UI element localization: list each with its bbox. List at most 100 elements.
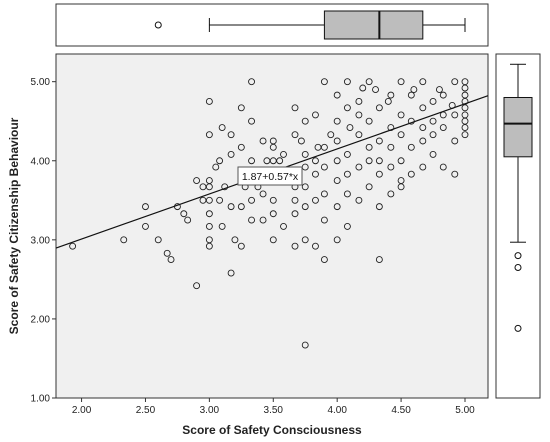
data-point — [218, 222, 226, 230]
right-box-outlier — [514, 264, 522, 272]
data-point — [365, 143, 373, 151]
data-point — [227, 269, 235, 277]
data-point — [439, 124, 447, 131]
data-point — [355, 131, 363, 139]
data-point — [301, 150, 309, 158]
data-point — [375, 203, 383, 211]
data-point — [365, 157, 373, 165]
data-point — [301, 183, 309, 191]
data-point — [343, 150, 351, 158]
data-point — [312, 170, 319, 178]
data-point — [451, 111, 459, 119]
data-point — [205, 222, 213, 230]
data-point — [320, 78, 328, 86]
data-point — [237, 143, 245, 151]
data-point — [407, 91, 415, 99]
data-point — [216, 157, 224, 165]
data-point — [227, 203, 235, 211]
data-point — [387, 190, 395, 198]
data-point — [355, 196, 363, 204]
data-point — [163, 249, 171, 257]
data-point — [237, 242, 245, 250]
data-point — [355, 111, 363, 119]
data-point — [259, 216, 267, 224]
data-point — [355, 163, 363, 171]
x-tick-label: 2.00 — [72, 405, 92, 416]
data-point — [397, 111, 405, 119]
data-point — [343, 170, 351, 178]
data-point — [312, 196, 319, 204]
data-point — [205, 177, 213, 184]
data-point — [291, 210, 299, 218]
data-point — [343, 222, 351, 230]
data-point — [259, 190, 267, 198]
data-point — [327, 131, 335, 139]
data-point — [314, 143, 322, 151]
data-point — [301, 341, 309, 349]
data-point — [343, 78, 351, 86]
data-point — [142, 222, 149, 230]
data-point — [333, 157, 341, 165]
data-point — [451, 170, 459, 178]
data-point — [451, 137, 459, 145]
data-point — [461, 131, 469, 139]
data-point — [297, 137, 305, 145]
right-box-iqr — [503, 96, 533, 158]
data-point — [333, 91, 341, 99]
data-point — [193, 282, 201, 290]
data-point — [429, 131, 437, 139]
data-point — [301, 236, 309, 244]
data-point — [397, 157, 405, 165]
data-point — [180, 210, 188, 218]
data-point — [365, 78, 373, 86]
data-point — [387, 91, 395, 99]
top-marginal-boxplot — [154, 10, 466, 40]
right-box-outlier — [514, 324, 522, 332]
data-point — [419, 104, 427, 112]
regression-equation-label: 1.87+0.57*x — [237, 166, 303, 186]
right-box-outlier — [514, 252, 522, 260]
data-point — [375, 256, 383, 264]
data-point — [320, 163, 328, 171]
data-point — [365, 183, 373, 191]
y-tick-label: 3.00 — [31, 235, 51, 246]
data-point — [461, 124, 469, 131]
x-tick-label: 3.00 — [200, 405, 220, 416]
data-point — [212, 163, 220, 171]
data-point — [231, 236, 239, 244]
data-point — [343, 190, 351, 198]
x-tick-label: 4.00 — [327, 405, 347, 416]
data-point — [333, 117, 341, 125]
y-tick-label: 2.00 — [31, 314, 51, 325]
data-point — [301, 203, 309, 211]
data-point — [312, 111, 319, 119]
data-point — [346, 124, 354, 131]
data-point — [333, 177, 341, 184]
data-point — [320, 190, 328, 198]
data-point — [248, 117, 256, 125]
data-point — [69, 242, 77, 250]
data-point — [312, 242, 319, 250]
right-marginal-boxplot — [503, 63, 533, 332]
data-point — [227, 150, 235, 158]
data-point — [301, 117, 309, 125]
data-point — [461, 84, 469, 92]
data-point — [397, 78, 405, 86]
data-point — [167, 256, 175, 264]
data-point — [439, 91, 447, 99]
data-point — [280, 150, 287, 158]
data-point — [397, 183, 405, 191]
data-point — [237, 104, 245, 112]
data-point — [312, 157, 319, 165]
data-point — [269, 210, 277, 218]
data-point — [320, 256, 328, 264]
data-point — [120, 236, 128, 244]
data-point — [435, 86, 443, 94]
data-point — [419, 124, 427, 131]
data-point — [205, 236, 213, 244]
data-point — [429, 150, 437, 158]
data-point — [333, 203, 341, 211]
data-point — [184, 216, 192, 224]
data-point — [221, 183, 229, 191]
